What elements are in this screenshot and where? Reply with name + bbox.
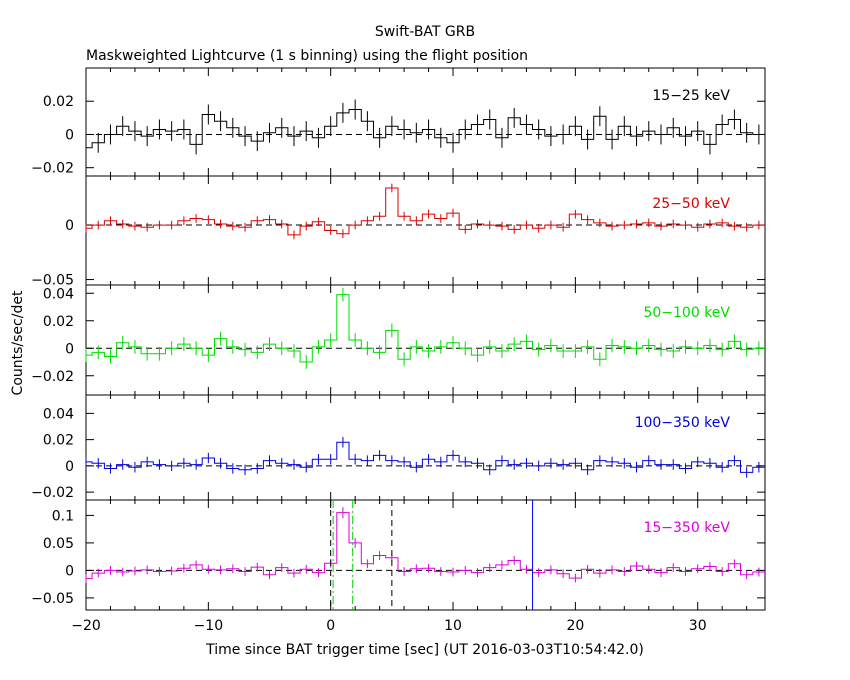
y-tick-label: 0 [65, 459, 74, 475]
y-tick-label: 0.02 [43, 314, 74, 330]
panel-frame [85, 394, 766, 501]
series-step-line [86, 187, 765, 236]
x-tick-label: 10 [444, 618, 462, 634]
panels-group: −0.02 0 0.02 15−25 keV −0.05 0 25−50 keV −0.02 0… [31, 67, 766, 634]
y-tick-label: 0 [65, 341, 74, 357]
x-tick-label: −10 [194, 618, 224, 634]
y-tick-label: 0 [65, 563, 74, 579]
band-label: 25−50 keV [652, 196, 730, 212]
y-tick-label: 0 [65, 127, 74, 143]
y-tick-label: 0.04 [43, 286, 74, 302]
band-label: 15−350 keV [643, 520, 730, 536]
panel-frame [85, 67, 766, 177]
y-tick-label: −0.02 [31, 485, 74, 501]
y-tick-label: 0.04 [43, 406, 74, 422]
y-tick-label: −0.02 [31, 369, 74, 385]
series-step-line [86, 109, 765, 149]
x-tick-label: 20 [566, 618, 584, 634]
panel-3: −0.02 0 0.02 0.04 100−350 keV [31, 394, 766, 501]
chart-subtitle: Maskweighted Lightcurve (1 s binning) us… [86, 48, 528, 64]
panel-frame [85, 175, 766, 286]
y-tick-label: −0.05 [31, 591, 74, 607]
band-label: 15−25 keV [652, 88, 730, 104]
y-tick-label: −0.05 [31, 273, 74, 289]
y-tick-label: 0.02 [43, 94, 74, 110]
x-tick-label: 30 [689, 618, 707, 634]
chart-title: Swift-BAT GRB [375, 24, 475, 40]
x-tick-label: −20 [71, 618, 101, 634]
panel-frame [85, 499, 766, 611]
band-label: 50−100 keV [643, 305, 730, 321]
panel-1: −0.05 0 25−50 keV [31, 175, 766, 289]
panel-4: −0.05 0 0.05 0.1 15−350 keV [31, 499, 766, 611]
panel-frame [85, 284, 766, 396]
series-step-line [86, 441, 765, 473]
y-axis-label: Counts/sec/det [10, 290, 26, 395]
y-tick-label: 0.02 [43, 433, 74, 449]
band-label: 100−350 keV [635, 415, 731, 431]
panel-2: −0.02 0 0.02 0.04 50−100 keV [31, 284, 766, 396]
y-tick-label: −0.02 [31, 161, 74, 177]
x-axis-label: Time since BAT trigger time [sec] (UT 20… [205, 642, 644, 658]
series-step-line [86, 294, 765, 363]
y-tick-label: 0.05 [43, 536, 74, 552]
y-tick-label: 0 [65, 218, 74, 234]
x-tick-label: 0 [326, 618, 335, 634]
y-tick-label: 0.1 [52, 508, 74, 524]
panel-0: −0.02 0 0.02 15−25 keV [31, 67, 766, 177]
